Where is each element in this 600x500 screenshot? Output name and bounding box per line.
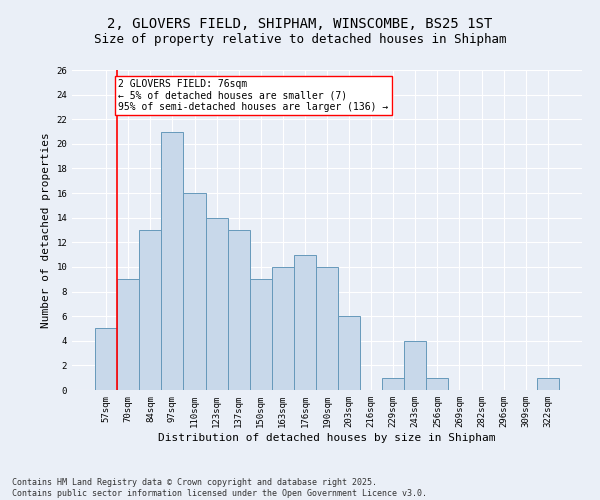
X-axis label: Distribution of detached houses by size in Shipham: Distribution of detached houses by size … <box>158 432 496 442</box>
Y-axis label: Number of detached properties: Number of detached properties <box>41 132 51 328</box>
Bar <box>206 218 227 390</box>
Bar <box>427 378 448 390</box>
Text: 2 GLOVERS FIELD: 76sqm
← 5% of detached houses are smaller (7)
95% of semi-detac: 2 GLOVERS FIELD: 76sqm ← 5% of detached … <box>118 78 389 112</box>
Bar <box>382 378 404 390</box>
Bar <box>294 254 316 390</box>
Bar <box>338 316 360 390</box>
Bar <box>404 341 427 390</box>
Bar <box>272 267 294 390</box>
Bar <box>184 193 206 390</box>
Bar <box>227 230 250 390</box>
Text: Size of property relative to detached houses in Shipham: Size of property relative to detached ho… <box>94 32 506 46</box>
Bar <box>95 328 117 390</box>
Bar <box>250 279 272 390</box>
Bar <box>117 279 139 390</box>
Bar <box>316 267 338 390</box>
Bar <box>161 132 184 390</box>
Text: 2, GLOVERS FIELD, SHIPHAM, WINSCOMBE, BS25 1ST: 2, GLOVERS FIELD, SHIPHAM, WINSCOMBE, BS… <box>107 18 493 32</box>
Bar <box>139 230 161 390</box>
Text: Contains HM Land Registry data © Crown copyright and database right 2025.
Contai: Contains HM Land Registry data © Crown c… <box>12 478 427 498</box>
Bar <box>537 378 559 390</box>
